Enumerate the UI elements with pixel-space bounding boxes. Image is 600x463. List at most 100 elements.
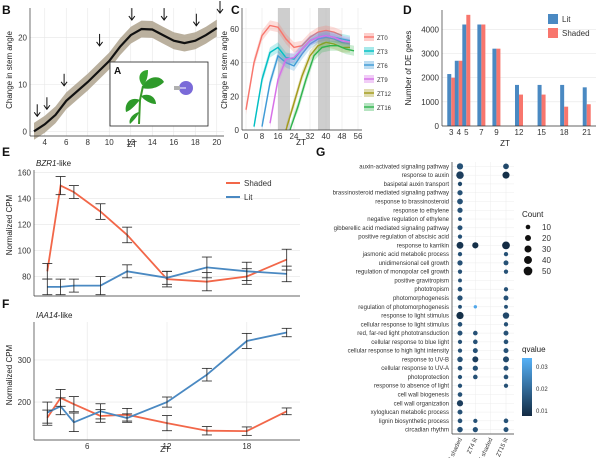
go-term-label: response to brassinosteroid xyxy=(375,199,449,205)
qvalue-tick-label: 0.03 xyxy=(536,365,548,371)
panel-f-iaa14-like: IAA14-like Normalized CPM ZT 200 300 6 12 18 xyxy=(5,311,300,454)
go-term-label: negative regulation of ethylene xyxy=(367,217,449,223)
enrichment-dot xyxy=(472,348,478,354)
y-tick-label: 120 xyxy=(18,221,32,230)
enrichment-dot xyxy=(472,356,479,363)
bar-lit xyxy=(492,48,497,126)
enrichment-dot xyxy=(503,295,509,301)
y-tick-label: 3000 xyxy=(421,50,439,59)
series-line-zt6 xyxy=(261,36,351,127)
x-tick-label: 9 xyxy=(494,128,499,137)
x-tick-label: 8 xyxy=(86,138,91,147)
enrichment-dot xyxy=(473,418,478,423)
legend-label-zt12: ZT12 xyxy=(377,92,392,98)
x-tick-label: 4 xyxy=(43,138,48,147)
panel-e-gene-title: BZR1-like xyxy=(36,159,72,168)
legend-label-zt16: ZT16 xyxy=(377,106,392,112)
y-tick-label: 20 xyxy=(230,92,239,101)
panel-letter-F: F xyxy=(2,297,9,311)
plot-area xyxy=(242,8,362,130)
enrichment-dot xyxy=(503,251,509,257)
enrichment-dot xyxy=(457,418,463,424)
enrichment-dot xyxy=(503,427,509,433)
column-label: ZT4 lit xyxy=(467,437,480,455)
panel-d-de-genes: Number of DE genes ZT 3 4 5 7 9 12 15 18 21 0 1000… xyxy=(404,10,596,148)
legend-label-lit: Lit xyxy=(562,15,571,24)
y-tick-label: 140 xyxy=(18,195,32,204)
enrichment-dot xyxy=(457,181,463,187)
enrichment-dot xyxy=(457,322,463,327)
mean-stem-angle-line xyxy=(33,27,218,133)
enrichment-dot xyxy=(503,322,509,327)
go-term-label: positive regulation of abscisic acid xyxy=(358,235,449,241)
bar-lit xyxy=(560,84,565,126)
panel-letter-G: G xyxy=(316,145,325,159)
bar-lit xyxy=(462,24,467,126)
enrichment-dot xyxy=(503,269,509,274)
panel-g-go-enrichment: auxin-activated signaling pathway respons… xyxy=(333,162,551,463)
go-term-label: cellular response to UV-A xyxy=(381,366,449,372)
enrichment-dot xyxy=(473,339,478,345)
panel-b-xlabel: ZT xyxy=(127,140,137,149)
y-tick-label: 300 xyxy=(18,356,32,365)
enrichment-dot xyxy=(472,426,478,433)
qvalue-colorbar xyxy=(522,358,532,416)
x-tick-label: 3 xyxy=(449,128,454,137)
x-tick-label: 10 xyxy=(105,138,114,147)
x-tick-label: 5 xyxy=(464,128,469,137)
y-tick-label: 160 xyxy=(18,169,32,178)
enrichment-dot xyxy=(473,305,478,309)
x-tick-label: 18 xyxy=(560,128,569,137)
arrow-head xyxy=(96,41,103,47)
confidence-band xyxy=(34,19,217,140)
enrichment-dot xyxy=(457,339,463,345)
enrichment-dot xyxy=(473,330,478,336)
x-tick-label: 7 xyxy=(479,128,484,137)
enrichment-dot xyxy=(456,400,464,407)
count-legend-label: 30 xyxy=(542,245,551,254)
x-tick-label: 8 xyxy=(260,132,265,141)
panel-c-ylabel: Change in stem angle xyxy=(220,31,229,109)
enrichment-dot xyxy=(503,163,509,170)
x-tick-label: 21 xyxy=(582,128,591,137)
go-term-label: red, far-red light phototransduction xyxy=(357,331,449,337)
go-term-label: response to karrikin xyxy=(397,243,449,249)
column-label: ZT15 lit xyxy=(496,437,510,458)
go-term-label: lignin biosynthetic process xyxy=(379,419,449,425)
enrichment-dot xyxy=(458,217,462,221)
bar-shaded xyxy=(519,94,523,126)
x-tick-label: 40 xyxy=(322,132,331,141)
x-tick-label: 56 xyxy=(354,132,363,141)
go-term-label: photomorphogenesis xyxy=(393,296,449,302)
go-term-label: circadian rhythm xyxy=(405,428,449,434)
y-tick-label: 1000 xyxy=(421,98,439,107)
qvalue-tick-label: 0.02 xyxy=(536,387,548,393)
qvalue-tick-label: 0.01 xyxy=(536,409,548,415)
shade-window xyxy=(278,8,290,130)
arrow-head xyxy=(216,8,224,14)
panel-letter-C: C xyxy=(231,3,240,17)
enrichment-dot xyxy=(503,418,509,424)
enrichment-dot xyxy=(503,383,509,388)
panel-f-gene-title: IAA14-like xyxy=(36,311,73,320)
enrichment-dot xyxy=(457,426,463,433)
go-term-label: regulation of photomorphogenesis xyxy=(358,305,449,311)
enrichment-dot xyxy=(457,295,463,301)
y-tick-label: 4000 xyxy=(421,25,439,34)
go-term-label: basipetal auxin transport xyxy=(384,182,450,188)
panel-letter-E: E xyxy=(2,145,10,159)
x-tick-label: 12 xyxy=(515,128,524,137)
enrichment-dot xyxy=(457,348,463,353)
enrichment-dot xyxy=(457,190,463,196)
x-tick-label: 24 xyxy=(290,132,299,141)
arrow-head xyxy=(192,21,200,27)
count-legend-dot xyxy=(525,224,531,230)
panel-b-ylabel: Change in stem angle xyxy=(5,31,14,109)
enrichment-dot xyxy=(503,287,509,292)
count-legend-label: 20 xyxy=(542,234,551,243)
panel-f-xlabel: ZT xyxy=(160,445,170,454)
go-term-label: response to ethylene xyxy=(393,208,449,214)
arrow-head xyxy=(33,111,41,118)
enrichment-dot xyxy=(457,356,463,363)
count-legend-label: 40 xyxy=(542,256,551,265)
